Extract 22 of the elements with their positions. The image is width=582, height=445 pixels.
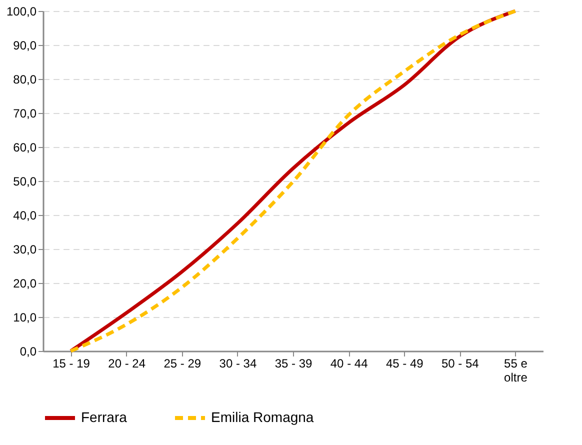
y-tick-label: 90,0 bbox=[13, 38, 37, 52]
x-tick-label: 25 - 29 bbox=[164, 356, 202, 370]
y-tick-label: 100,0 bbox=[6, 4, 37, 18]
x-tick-label: 35 - 39 bbox=[274, 356, 313, 370]
x-tick-label: 45 - 49 bbox=[386, 356, 424, 370]
x-tick-label: 50 - 54 bbox=[441, 356, 480, 370]
y-tick-label: 40,0 bbox=[13, 208, 37, 222]
legend-label: Emilia Romagna bbox=[211, 409, 314, 425]
y-tick-label: 10,0 bbox=[13, 310, 37, 324]
y-tick-label: 80,0 bbox=[13, 72, 37, 86]
x-tick-label: 40 - 44 bbox=[330, 356, 368, 370]
y-tick-label: 70,0 bbox=[13, 106, 37, 120]
legend-label: Ferrara bbox=[81, 409, 128, 425]
y-tick-label: 60,0 bbox=[13, 140, 37, 154]
x-tick-label: 55 e oltre bbox=[504, 356, 528, 384]
y-tick-label: 0,0 bbox=[20, 344, 37, 358]
x-tick-label: 30 - 34 bbox=[219, 356, 257, 370]
x-tick-label: 15 - 19 bbox=[52, 356, 90, 370]
x-tick-label: 20 - 24 bbox=[108, 356, 146, 370]
y-tick-label: 30,0 bbox=[13, 242, 37, 256]
y-tick-label: 20,0 bbox=[13, 276, 37, 290]
y-tick-label: 50,0 bbox=[13, 174, 37, 188]
